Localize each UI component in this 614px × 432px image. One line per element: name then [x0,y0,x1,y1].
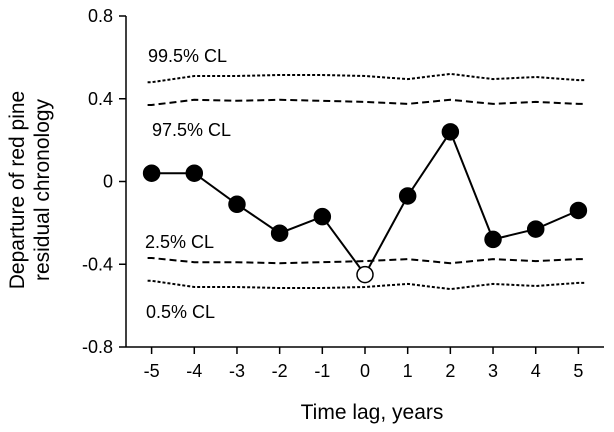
data-point [398,187,417,205]
y-tick-label: 0.4 [88,89,113,109]
data-point [484,230,502,249]
y-axis-label-line2: residual chronology [31,98,54,281]
x-tick-label: 5 [573,361,583,381]
data-point [142,164,161,182]
data-point [228,195,246,214]
x-tick-label: 4 [531,361,541,381]
x-tick-label: -2 [272,361,288,381]
confidence-limit-labels: 99.5% CL 97.5% CL 2.5% CL 0.5% CL [145,46,231,322]
data-point [441,123,460,141]
x-tick-label: 3 [488,361,498,381]
data-point-open [356,265,374,284]
x-tick-label: 2 [445,361,455,381]
cl-line [147,98,585,106]
x-tick-label: -1 [314,361,330,381]
data-point [313,207,332,226]
x-tick-label: 1 [403,361,413,381]
cl-line [147,257,585,265]
y-tick-label: 0 [103,172,113,192]
y-tick-label: -0.8 [82,337,113,357]
x-tick-label: -4 [186,361,202,381]
data-point [185,164,204,182]
cl-label-99-5: 99.5% CL [148,46,227,66]
data-series [142,123,588,284]
y-tick-label: 0.8 [88,6,113,26]
y-axis-label-group: Departure of red pine residual chronolog… [6,91,54,289]
cl-line [147,72,585,84]
axes: -0.8 -0.4 0 0.4 0.8 -5 -4 -3 -2 -1 0 1 2 3 4 5 [82,6,604,381]
cl-label-2-5: 2.5% CL [145,232,214,252]
cl-label-97-5: 97.5% CL [152,120,231,140]
data-point [569,201,588,220]
x-tick-label: -3 [229,361,245,381]
series-line [151,129,579,277]
x-tick-label: 0 [360,361,370,381]
x-tick-label: -5 [144,361,160,381]
data-point [270,224,289,242]
x-axis-label: Time lag, years [301,401,444,424]
y-axis-label-line1: Departure of red pine [6,91,29,289]
y-tick-label: -0.4 [82,254,113,274]
data-point [526,220,545,238]
confidence-limit-lines [147,72,585,291]
cl-label-0-5: 0.5% CL [146,302,215,322]
cl-line [147,279,585,291]
